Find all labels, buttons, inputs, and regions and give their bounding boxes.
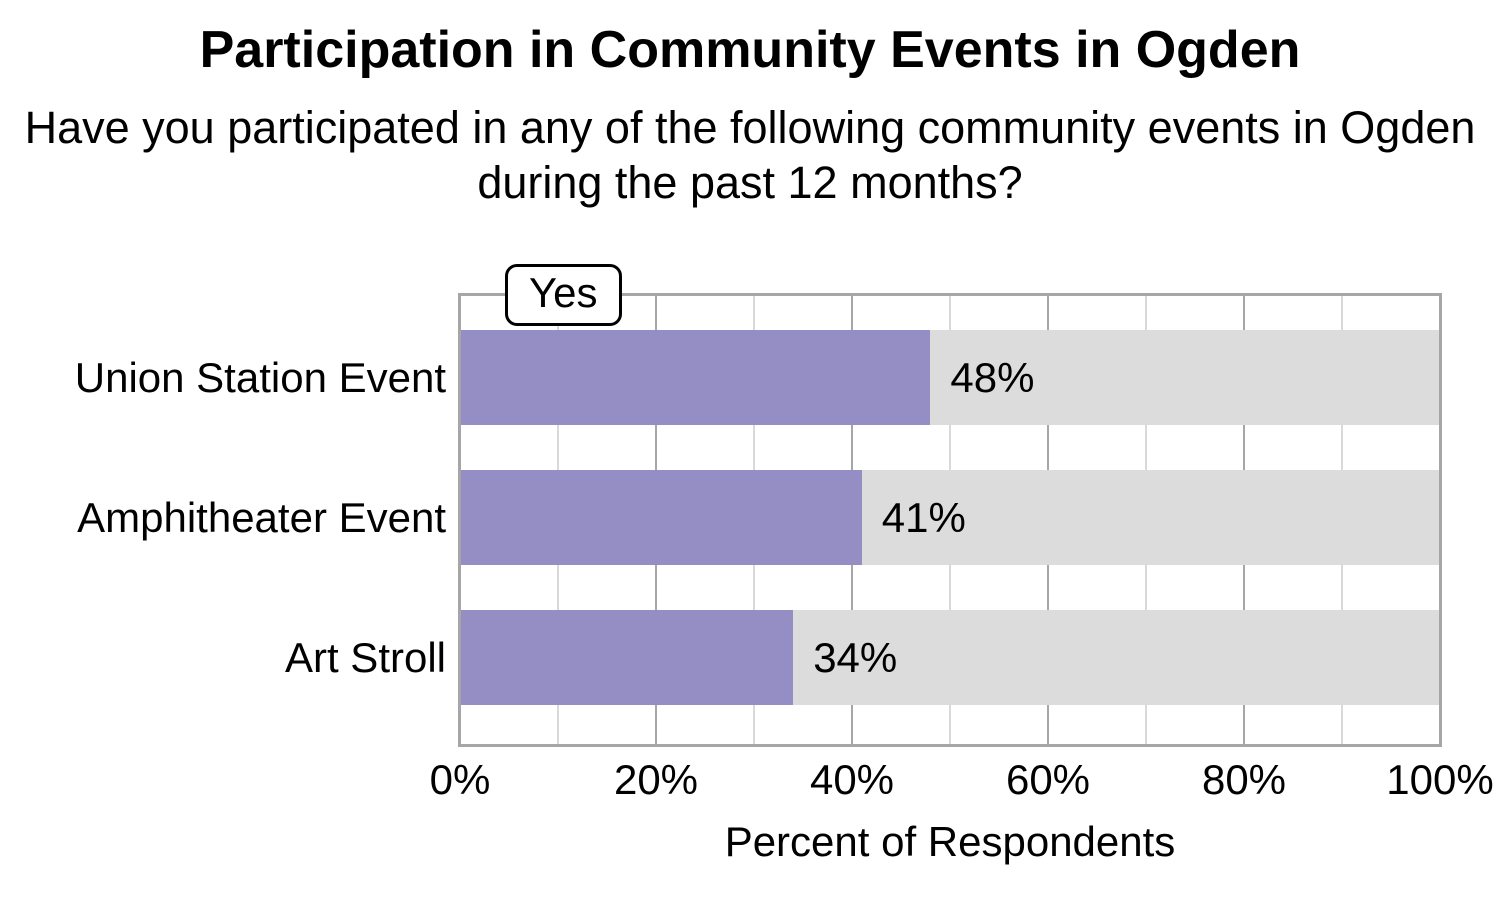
- legend-label: Yes: [529, 269, 598, 316]
- category-label: Art Stroll: [284, 634, 446, 681]
- x-tick-label: 20%: [613, 756, 699, 803]
- bar-track: 34%: [460, 610, 1440, 705]
- x-tick-label: 0%: [429, 756, 491, 803]
- x-axis-title: Percent of Respondents: [724, 818, 1176, 865]
- bar-value-label: 34%: [813, 634, 898, 681]
- legend: Yes: [505, 264, 622, 327]
- x-tick-label: 60%: [1005, 756, 1091, 803]
- bar-yes: [460, 470, 862, 565]
- chart-title: Participation in Community Events in Ogd…: [199, 21, 1301, 79]
- plot-area: 48% 41% 34%: [460, 295, 1440, 745]
- chart-subtitle: Have you participated in any of the foll…: [24, 102, 1476, 209]
- category-label: Amphitheater Event: [77, 494, 446, 541]
- x-tick-label: 100%: [1386, 756, 1494, 803]
- bar-value-label: 41%: [881, 494, 966, 541]
- bar-yes: [460, 330, 931, 425]
- x-tick-label: 40%: [809, 756, 895, 803]
- bar-yes: [460, 610, 794, 705]
- bar-value-label: 48%: [950, 354, 1035, 401]
- x-tick-label: 80%: [1201, 756, 1287, 803]
- bar-track: 41%: [460, 470, 1440, 565]
- bar-track: 48%: [460, 330, 1440, 425]
- category-label: Union Station Event: [74, 354, 446, 401]
